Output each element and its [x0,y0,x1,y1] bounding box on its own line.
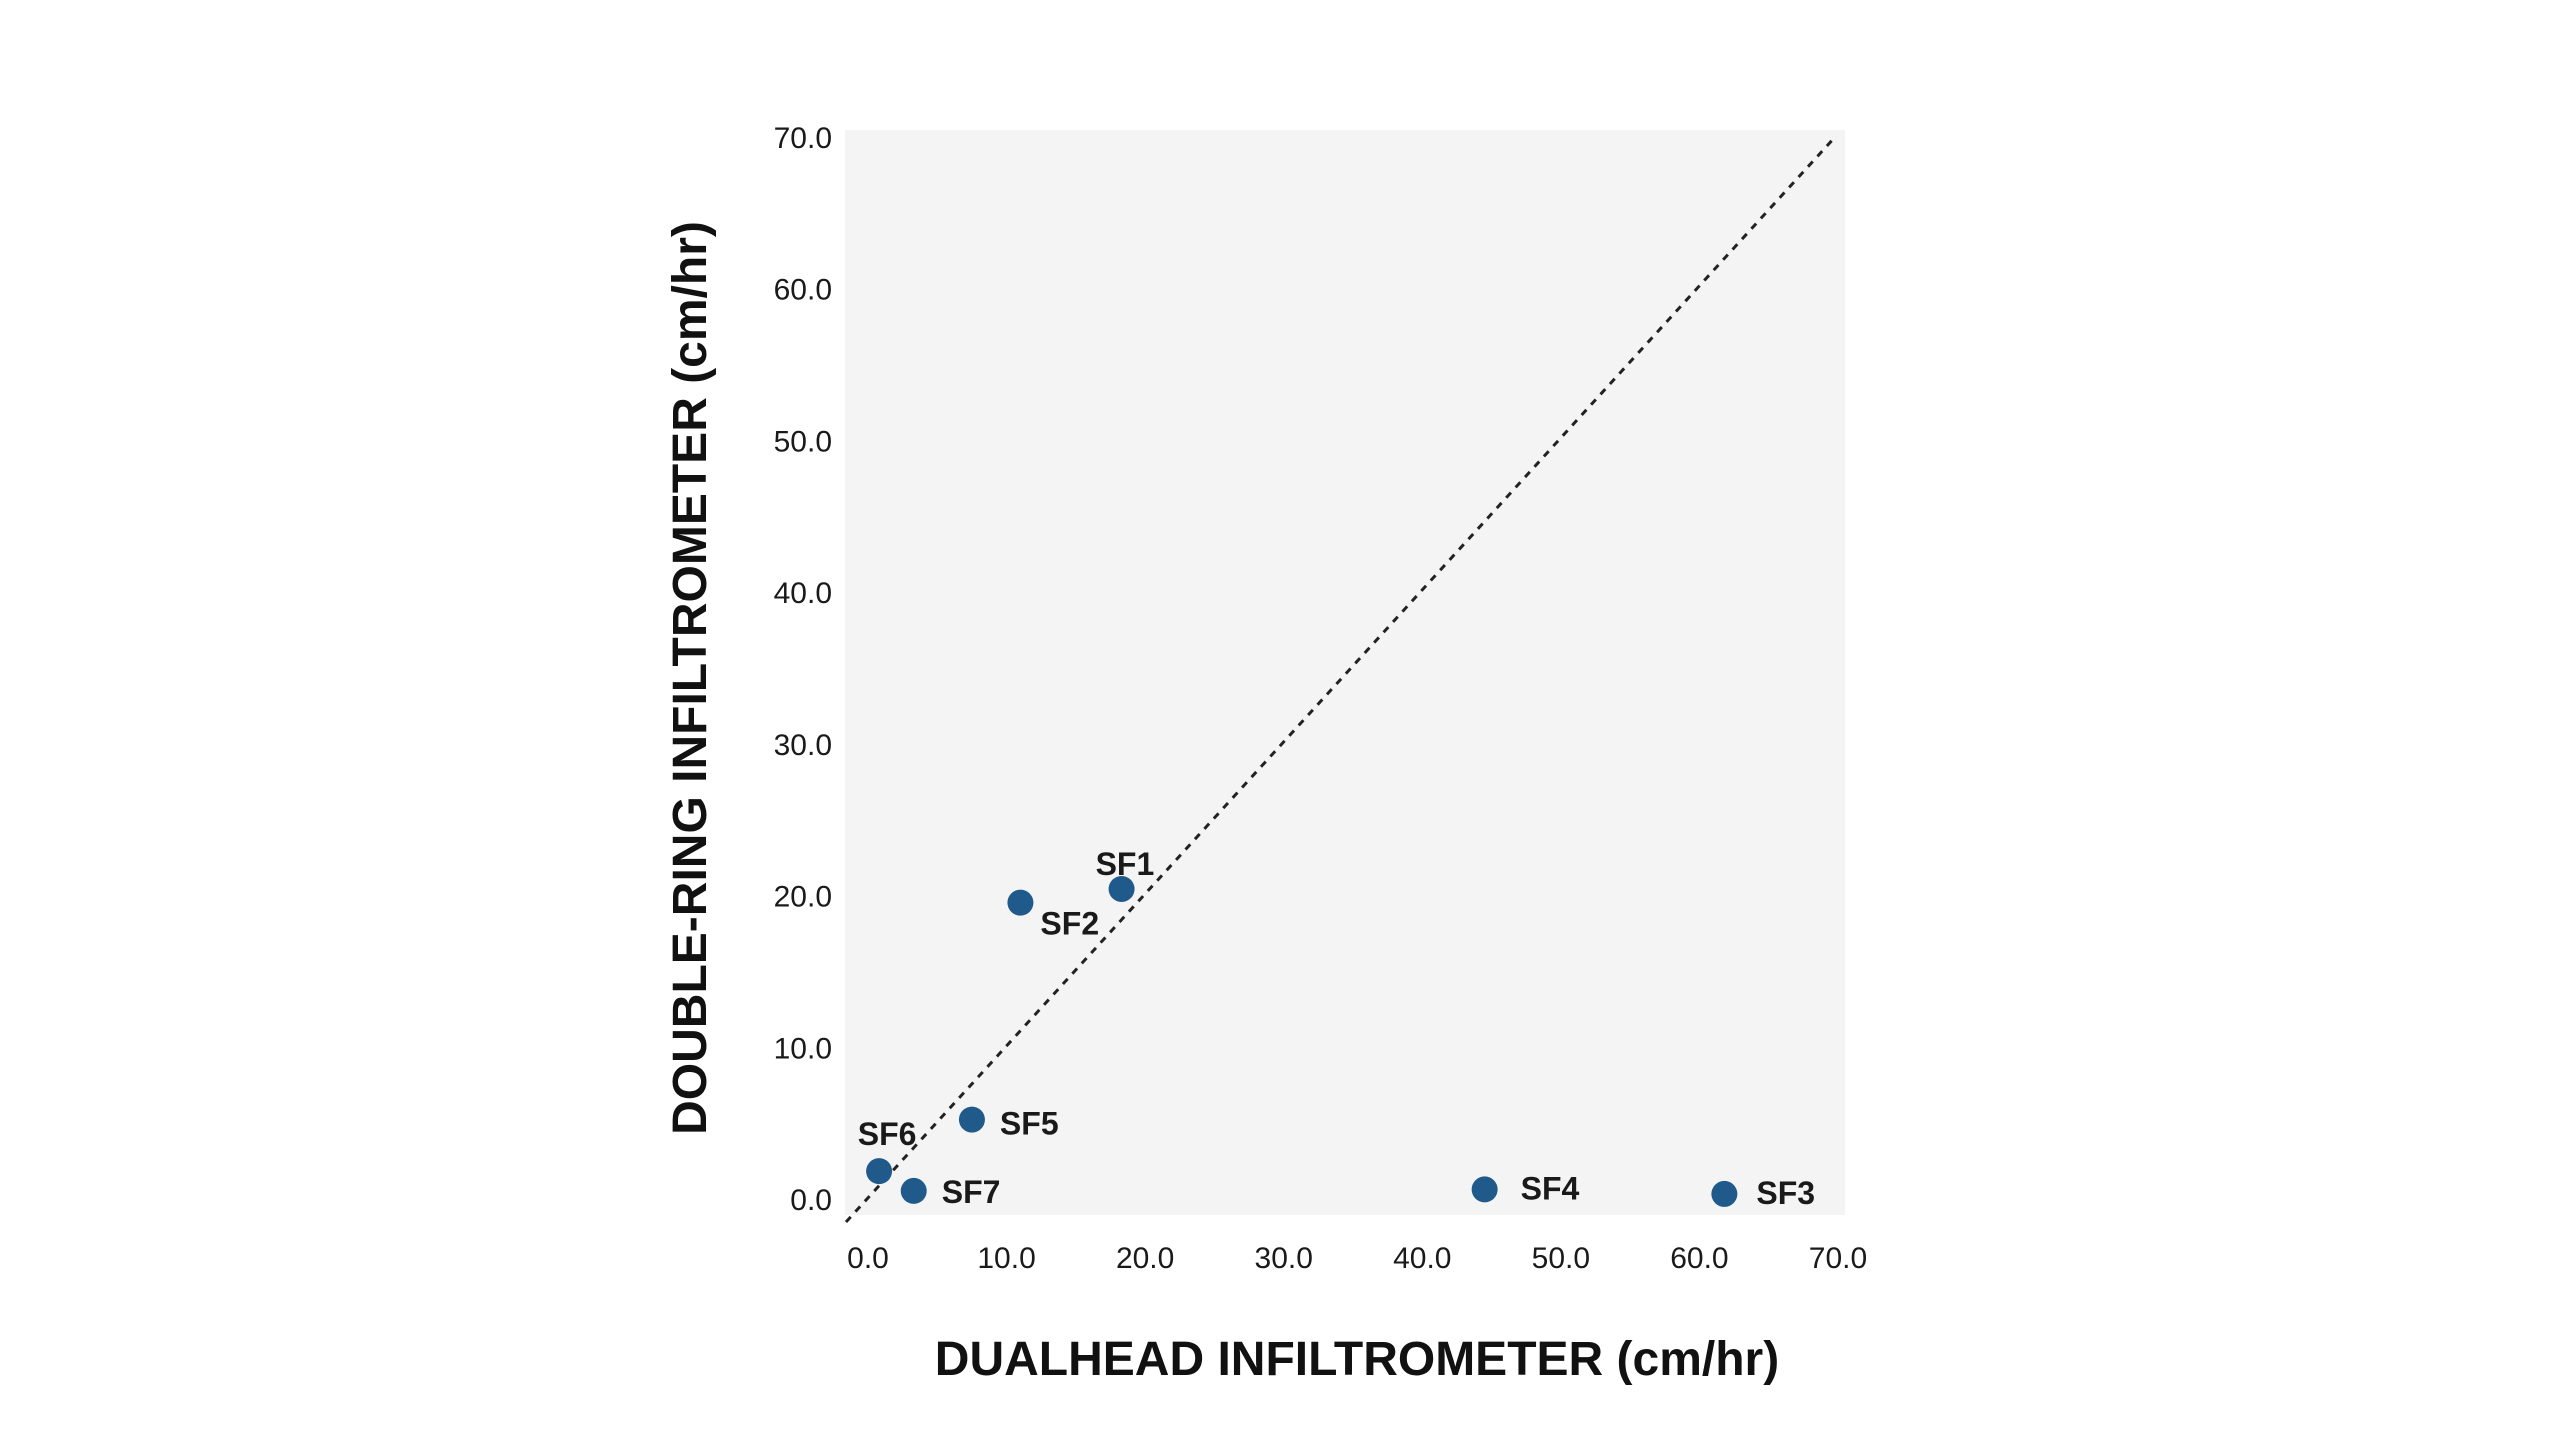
data-points [866,875,1738,1207]
point-label-sf1: SF1 [1096,846,1155,882]
x-tick-label: 30.0 [1255,1242,1313,1275]
x-tick-label: 70.0 [1809,1242,1867,1275]
point-label-sf2: SF2 [1040,906,1099,942]
point-label-sf7: SF7 [942,1174,1001,1210]
data-point-sf3 [1711,1180,1738,1207]
x-tick-label: 60.0 [1670,1242,1728,1275]
data-point-sf1 [1108,875,1135,902]
x-axis-ticks: 0.0 10.0 20.0 30.0 40.0 50.0 60.0 70.0 [847,1242,1867,1275]
data-point-labels: SF1 SF2 SF3 SF4 SF5 SF6 SF7 [858,846,1815,1211]
data-point-sf6 [866,1158,893,1185]
y-axis-title: DOUBLE-RING INFILTROMETER (cm/hr) [664,221,717,1135]
x-tick-label: 50.0 [1532,1242,1590,1275]
data-point-sf5 [958,1106,985,1133]
point-label-sf5: SF5 [1000,1106,1059,1142]
x-tick-label: 10.0 [977,1242,1035,1275]
x-tick-label: 0.0 [847,1242,889,1275]
point-label-sf4: SF4 [1521,1170,1580,1206]
y-tick-label: 70.0 [774,122,832,155]
one-to-one-reference-line [844,134,1838,1224]
y-tick-label: 30.0 [774,729,832,762]
point-label-sf6: SF6 [858,1116,917,1152]
data-point-sf7 [900,1177,927,1204]
y-tick-label: 0.0 [790,1184,832,1217]
point-label-sf3: SF3 [1756,1175,1815,1211]
y-tick-label: 60.0 [774,274,832,307]
x-axis-title: DUALHEAD INFILTROMETER (cm/hr) [935,1333,1779,1386]
x-tick-label: 40.0 [1393,1242,1451,1275]
y-tick-label: 20.0 [774,881,832,914]
y-axis-ticks: 0.0 10.0 20.0 30.0 40.0 50.0 60.0 70.0 [774,122,832,1217]
y-tick-label: 50.0 [774,425,832,458]
y-tick-label: 40.0 [774,577,832,610]
x-tick-label: 20.0 [1116,1242,1174,1275]
y-tick-label: 10.0 [774,1032,832,1065]
data-point-sf4 [1471,1176,1498,1203]
data-point-sf2 [1007,889,1034,916]
